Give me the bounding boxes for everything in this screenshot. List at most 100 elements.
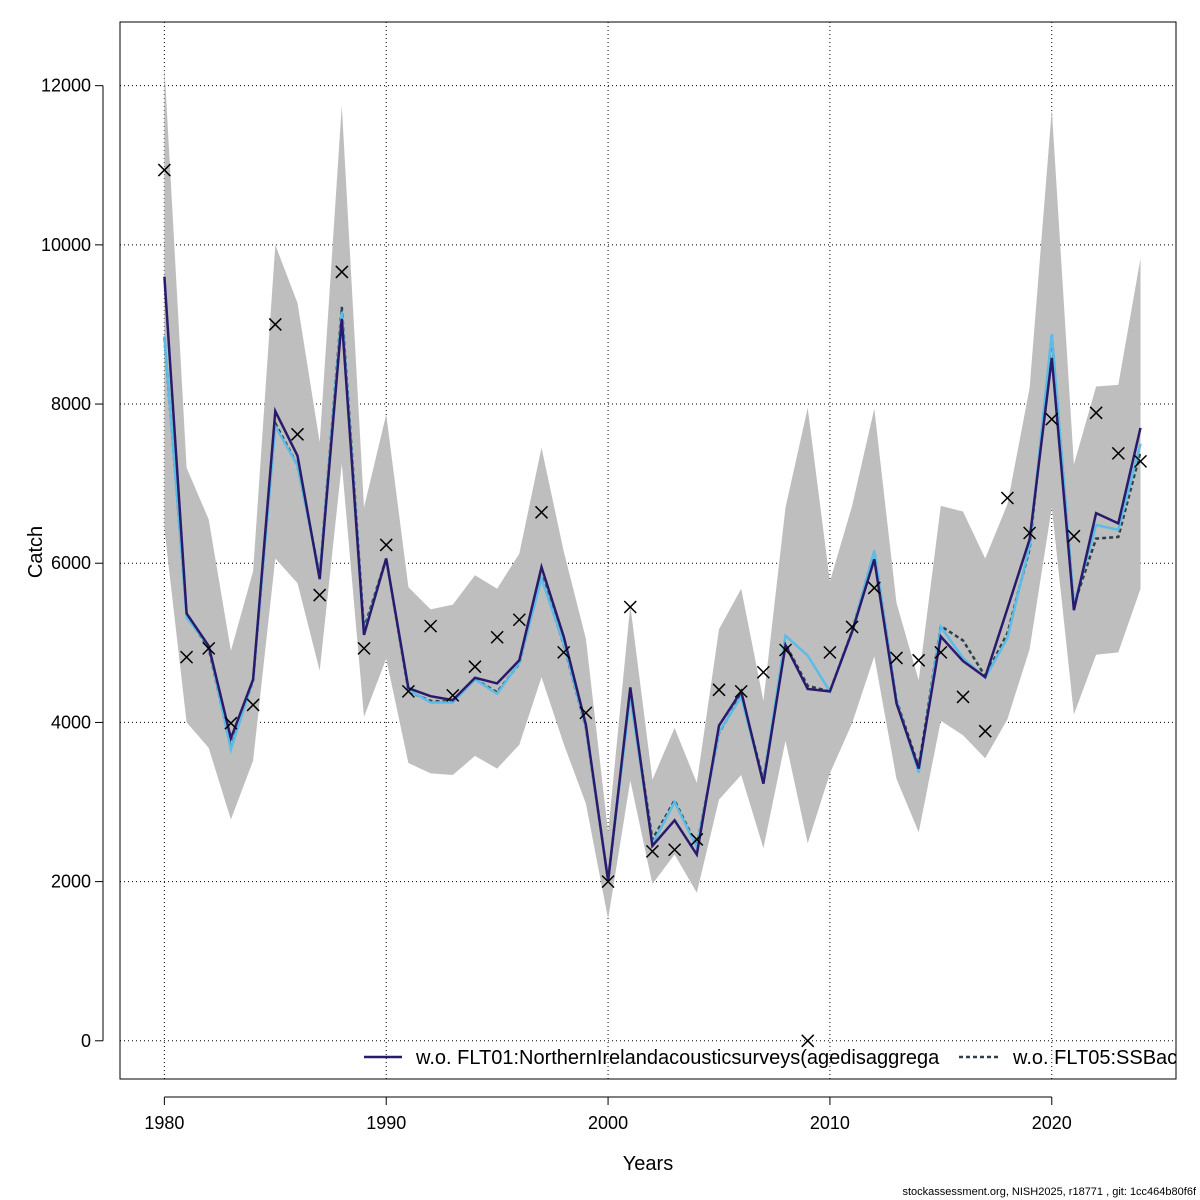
observed-point <box>512 613 526 627</box>
observed-point <box>1023 526 1037 540</box>
observed-point-stroke <box>823 645 837 659</box>
observed-point-stroke <box>202 641 216 655</box>
observed-point-stroke <box>157 163 171 177</box>
observed-point <box>268 317 282 331</box>
observed-point <box>668 843 682 857</box>
observed-point-stroke <box>1067 529 1081 543</box>
observed-point <box>579 706 593 720</box>
observed-point-stroke <box>268 317 282 331</box>
observed-point <box>357 641 371 655</box>
observed-point <box>1067 529 1081 543</box>
observed-point-stroke <box>956 690 970 704</box>
observed-point <box>290 427 305 441</box>
observed-point <box>756 665 770 679</box>
observed-point-stroke <box>534 505 549 519</box>
footer-credit: stockassessment.org, NISH2025, r18771 , … <box>902 1186 1197 1198</box>
observed-points <box>157 163 1148 1048</box>
observed-point <box>712 683 726 697</box>
observed-point-stroke <box>601 875 615 889</box>
observed-point-stroke <box>490 630 504 644</box>
observed-point-stroke <box>1111 446 1125 460</box>
observed-point <box>601 875 615 889</box>
x-tick-label: 2010 <box>810 1113 850 1133</box>
observed-point <box>490 630 504 644</box>
observed-point <box>978 724 992 738</box>
observed-point-stroke <box>645 844 659 858</box>
observed-point-stroke <box>734 684 748 698</box>
observed-point <box>934 645 948 659</box>
grid-lines <box>120 22 1176 1079</box>
observed-point <box>1089 406 1103 420</box>
observed-point-stroke <box>912 653 926 667</box>
legend-label-series-2: w.o. FLT05:SSBac <box>1012 1047 1177 1069</box>
observed-point-stroke <box>246 698 260 712</box>
observed-point <box>468 660 482 674</box>
x-tick-label: 2020 <box>1032 1113 1072 1133</box>
observed-point <box>645 844 659 858</box>
observed-point-stroke <box>401 684 415 698</box>
observed-point-stroke <box>889 651 904 665</box>
observed-point-stroke <box>313 588 327 602</box>
observed-point <box>734 684 748 698</box>
observed-point-stroke <box>290 427 305 441</box>
axes: 1980 1990 2000 2010 2020 0 2000 4000 6000 8000 100… <box>41 76 1072 1133</box>
observed-point-stroke <box>446 688 460 702</box>
observed-point-stroke <box>1023 526 1037 540</box>
observed-point-stroke <box>668 843 682 857</box>
observed-point <box>424 619 438 633</box>
legend: w.o. FLT01:NorthernIrelandacousticsurvey… <box>364 1047 1177 1069</box>
observed-point <box>690 832 704 846</box>
observed-point <box>779 643 793 657</box>
observed-point <box>180 650 194 664</box>
observed-point-stroke <box>690 832 704 846</box>
observed-point-stroke <box>1089 406 1103 420</box>
observed-point <box>202 641 216 655</box>
observed-point <box>823 645 837 659</box>
observed-point-stroke <box>1000 491 1014 505</box>
observed-point <box>623 600 637 614</box>
observed-point <box>313 588 327 602</box>
series-line-1 <box>163 276 1142 881</box>
observed-point-stroke <box>468 660 482 674</box>
observed-point-stroke <box>623 600 637 614</box>
observed-point-stroke <box>756 665 770 679</box>
observed-point <box>557 645 571 659</box>
observed-point <box>801 1034 815 1048</box>
observed-point-stroke <box>557 645 571 659</box>
y-tick-label: 6000 <box>51 553 91 573</box>
observed-point <box>845 620 859 634</box>
observed-point <box>956 690 970 704</box>
observed-point-stroke <box>379 538 393 552</box>
y-tick-label: 12000 <box>41 76 91 96</box>
legend-label-series-1: w.o. FLT01:NorthernIrelandacousticsurvey… <box>415 1047 940 1069</box>
observed-point <box>379 538 393 552</box>
observed-point-stroke <box>357 641 371 655</box>
observed-point <box>1045 412 1059 426</box>
observed-point-stroke <box>978 724 992 738</box>
x-tick-label: 1990 <box>366 1113 406 1133</box>
observed-point-stroke <box>779 643 793 657</box>
observed-point <box>534 505 549 519</box>
observed-point <box>912 653 926 667</box>
observed-point-stroke <box>512 613 526 627</box>
x-axis-title: Years <box>623 1153 673 1175</box>
series-lines <box>163 276 1142 881</box>
y-tick-label: 0 <box>81 1031 91 1051</box>
y-axis-title: Catch <box>25 526 47 578</box>
observed-point <box>335 265 349 279</box>
plot-frame <box>119 21 1177 1080</box>
observed-point-stroke <box>224 716 238 730</box>
observed-point <box>867 581 881 595</box>
y-tick-label: 8000 <box>51 394 91 414</box>
observed-point <box>401 684 415 698</box>
observed-point <box>224 716 238 730</box>
observed-point <box>246 698 260 712</box>
y-tick-label: 4000 <box>51 712 91 732</box>
observed-point <box>889 651 904 665</box>
observed-point-stroke <box>335 265 349 279</box>
observed-point-stroke <box>180 650 194 664</box>
y-tick-label: 10000 <box>41 235 91 255</box>
observed-point-stroke <box>579 706 593 720</box>
observed-point <box>446 688 460 702</box>
